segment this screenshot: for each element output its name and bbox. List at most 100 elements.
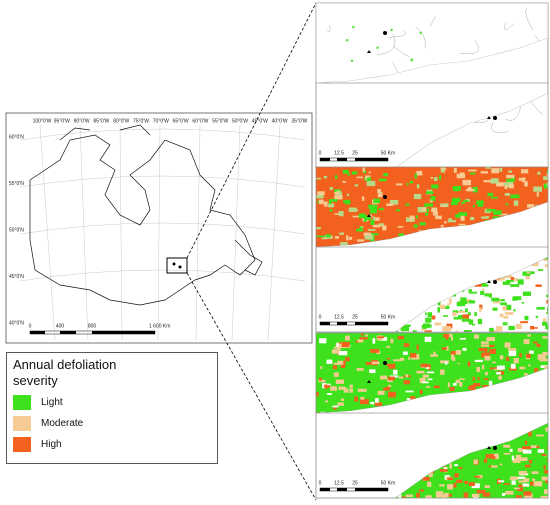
patch	[318, 379, 326, 383]
site-marker	[367, 50, 371, 53]
patch	[462, 213, 468, 216]
patch	[340, 362, 346, 368]
patch	[527, 271, 535, 275]
scale-label: 0	[29, 323, 32, 329]
patch	[458, 223, 466, 226]
patch	[528, 364, 531, 367]
patch	[515, 454, 522, 459]
patch	[546, 459, 548, 462]
river	[377, 34, 396, 56]
patch	[476, 489, 486, 494]
patch	[427, 312, 433, 318]
patch	[525, 464, 531, 468]
patch	[364, 215, 371, 221]
patch	[416, 170, 423, 176]
patch	[544, 264, 548, 268]
patch	[453, 167, 457, 173]
patch	[426, 371, 435, 374]
patch	[479, 307, 482, 313]
legend-item: Light	[13, 395, 211, 410]
patch	[518, 480, 527, 483]
patch	[542, 318, 547, 324]
longitude-label: 55°0'W	[212, 118, 228, 124]
patch	[321, 237, 328, 240]
patch	[513, 277, 518, 282]
scale-bar-seg	[320, 488, 330, 491]
patch	[537, 449, 545, 453]
patch	[343, 200, 346, 203]
patch	[535, 284, 542, 287]
patch	[361, 196, 365, 201]
patch	[510, 363, 516, 369]
patch	[492, 361, 496, 364]
patch	[521, 301, 525, 304]
site-marker	[172, 262, 176, 266]
patch	[435, 494, 444, 498]
patch	[422, 381, 429, 384]
patch	[318, 199, 324, 205]
site-marker	[493, 116, 497, 120]
patch	[316, 391, 319, 397]
patch	[504, 312, 514, 315]
patch	[542, 321, 548, 326]
patch	[347, 173, 351, 176]
patch	[425, 317, 432, 323]
patch	[503, 483, 511, 485]
patch	[387, 378, 393, 383]
patch	[486, 337, 495, 342]
patch	[544, 470, 548, 474]
patch	[359, 227, 363, 231]
patch	[334, 236, 340, 239]
patch	[487, 192, 494, 197]
patch	[523, 373, 528, 376]
patch	[494, 368, 503, 371]
patch	[351, 59, 354, 62]
patch	[536, 445, 540, 449]
patch	[397, 493, 402, 498]
patch	[377, 189, 381, 194]
river	[505, 106, 521, 121]
site-marker	[367, 214, 371, 217]
patch	[317, 200, 321, 204]
patch	[324, 201, 328, 207]
patch	[452, 311, 457, 316]
patch	[370, 401, 375, 405]
patch	[506, 305, 512, 310]
patch	[410, 353, 417, 358]
patch	[338, 342, 344, 345]
land-fill	[395, 423, 548, 498]
patch	[393, 369, 398, 375]
patch	[509, 367, 517, 371]
patch	[523, 449, 532, 454]
patch	[481, 341, 489, 344]
patch	[530, 481, 536, 486]
patch	[403, 343, 410, 347]
patch	[502, 274, 512, 279]
scale-bar-seg	[320, 322, 330, 325]
patch	[528, 431, 532, 437]
patch	[333, 362, 341, 365]
patch	[435, 215, 442, 220]
scale-label: 12.5	[334, 314, 344, 320]
patch	[408, 357, 411, 360]
patch	[403, 324, 411, 327]
longitude-label: 90°0'W	[74, 118, 90, 124]
patch	[372, 338, 376, 344]
patch	[530, 325, 535, 330]
patch	[511, 480, 516, 485]
patch	[443, 221, 447, 224]
patch	[417, 206, 427, 213]
patch	[492, 307, 498, 311]
patch	[354, 184, 359, 187]
patch	[343, 388, 349, 393]
patch	[457, 311, 466, 313]
land-outline	[316, 3, 548, 83]
patch	[409, 218, 413, 222]
patch	[395, 330, 399, 332]
scale-label: 50 Km	[381, 150, 395, 156]
patch	[485, 167, 492, 169]
patch	[414, 173, 417, 179]
patch	[461, 318, 471, 322]
patch	[543, 183, 548, 189]
patch	[356, 176, 364, 179]
